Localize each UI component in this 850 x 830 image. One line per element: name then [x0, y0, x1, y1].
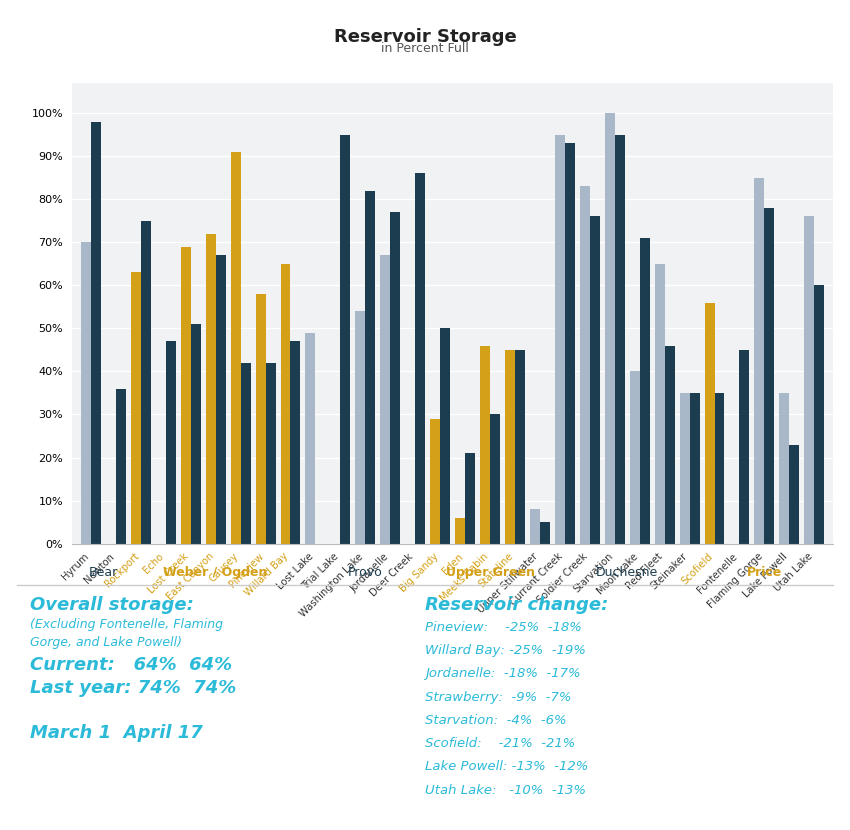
Text: Scofield:    -21%  -21%: Scofield: -21% -21%	[425, 737, 575, 750]
Bar	[81, 242, 91, 544]
Bar	[740, 350, 750, 544]
Bar	[265, 363, 275, 544]
Bar	[804, 217, 814, 544]
Bar	[181, 247, 190, 544]
Text: Strawberry:  -9%  -7%: Strawberry: -9% -7%	[425, 691, 571, 704]
Bar	[440, 329, 450, 544]
Bar	[131, 272, 141, 544]
Bar	[430, 419, 440, 544]
Bar	[540, 522, 550, 544]
Text: Bear: Bear	[88, 566, 118, 579]
Bar	[166, 341, 176, 544]
Bar	[256, 294, 265, 544]
Bar	[790, 445, 799, 544]
Text: Reservoir Storage: Reservoir Storage	[333, 28, 516, 46]
Bar	[465, 453, 475, 544]
Bar	[340, 134, 350, 544]
Bar	[630, 372, 640, 544]
Bar	[615, 134, 625, 544]
Bar	[689, 393, 700, 544]
Text: Jordanelle:  -18%  -17%: Jordanelle: -18% -17%	[425, 667, 581, 681]
Text: Utah Lake:   -10%  -13%: Utah Lake: -10% -13%	[425, 784, 586, 797]
Text: Willard Bay: -25%  -19%: Willard Bay: -25% -19%	[425, 644, 586, 657]
Text: Reservoir change:: Reservoir change:	[425, 596, 609, 614]
Bar	[280, 264, 291, 544]
Text: Weber / Ogden: Weber / Ogden	[163, 566, 268, 579]
Bar	[565, 144, 575, 544]
Bar	[455, 518, 465, 544]
Text: March 1  April 17: March 1 April 17	[30, 724, 202, 742]
Bar	[590, 217, 600, 544]
Text: Starvation:  -4%  -6%: Starvation: -4% -6%	[425, 714, 567, 727]
Text: Duchesne: Duchesne	[596, 566, 659, 579]
Bar	[91, 122, 101, 544]
Bar	[355, 311, 366, 544]
Bar	[366, 191, 376, 544]
Bar	[755, 178, 764, 544]
Text: Pineview:    -25%  -18%: Pineview: -25% -18%	[425, 621, 582, 634]
Text: Price: Price	[747, 566, 782, 579]
Text: Current:   64%  64%: Current: 64% 64%	[30, 656, 232, 674]
Bar	[241, 363, 251, 544]
Text: Upper Green: Upper Green	[445, 566, 535, 579]
Bar	[291, 341, 300, 544]
Text: Last year: 74%  74%: Last year: 74% 74%	[30, 679, 236, 697]
Text: Overall storage:: Overall storage:	[30, 596, 194, 614]
Bar	[415, 173, 425, 544]
Text: Provo: Provo	[348, 566, 382, 579]
Bar	[530, 510, 540, 544]
Text: in Percent Full: in Percent Full	[381, 42, 469, 55]
Bar	[141, 221, 150, 544]
Bar	[705, 303, 715, 544]
Bar	[680, 393, 689, 544]
Bar	[555, 134, 565, 544]
Bar	[764, 208, 774, 544]
Bar	[779, 393, 790, 544]
Bar	[654, 264, 665, 544]
Bar	[640, 238, 649, 544]
Text: Lake Powell: -13%  -12%: Lake Powell: -13% -12%	[425, 760, 588, 774]
Bar	[605, 113, 615, 544]
Bar	[116, 388, 126, 544]
Bar	[814, 286, 824, 544]
Bar	[390, 212, 400, 544]
Bar	[505, 350, 515, 544]
Bar	[715, 393, 724, 544]
Bar	[230, 152, 241, 544]
Bar	[580, 186, 590, 544]
Bar	[380, 255, 390, 544]
Bar	[490, 414, 500, 544]
Bar	[305, 333, 315, 544]
Bar	[206, 234, 216, 544]
Bar	[480, 345, 490, 544]
Bar	[665, 345, 675, 544]
Bar	[515, 350, 525, 544]
Text: (Excluding Fontenelle, Flaming
Gorge, and Lake Powell): (Excluding Fontenelle, Flaming Gorge, an…	[30, 618, 223, 649]
Bar	[216, 255, 225, 544]
Bar	[190, 324, 201, 544]
